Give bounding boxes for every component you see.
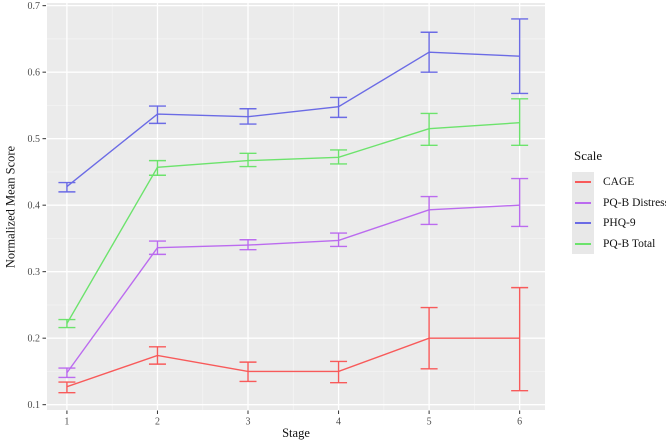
y-axis-title: Normalized Mean Score bbox=[3, 145, 18, 269]
legend-item: PHQ-9 bbox=[572, 213, 666, 234]
legend-item-label: PQ-B Total bbox=[603, 237, 656, 250]
legend: Scale CAGE PQ-B Distress PHQ-9 PQ-B Total bbox=[572, 148, 666, 254]
y-tick-label: 0.3 bbox=[28, 267, 41, 278]
series-line-pq-b-total bbox=[66, 122, 520, 324]
legend-key-swatch bbox=[572, 192, 594, 213]
series-line-phq-9 bbox=[66, 51, 520, 188]
legend-key-line bbox=[575, 201, 591, 204]
y-tick-label: 0.1 bbox=[28, 400, 41, 411]
plot-panel bbox=[47, 3, 545, 410]
legend-key-line bbox=[575, 181, 591, 184]
legend-key-line bbox=[575, 242, 591, 245]
x-axis-title: Stage bbox=[282, 426, 310, 440]
y-tick-label: 0.5 bbox=[28, 134, 41, 145]
x-tick-label: 3 bbox=[246, 417, 251, 428]
series-line-cage bbox=[66, 337, 520, 388]
x-tick-label: 5 bbox=[427, 417, 432, 428]
legend-key-line bbox=[575, 222, 591, 225]
legend-item: CAGE bbox=[572, 172, 666, 193]
y-tick-label: 0.2 bbox=[28, 334, 41, 345]
legend-title: Scale bbox=[574, 148, 603, 163]
y-tick-label: 0.6 bbox=[28, 68, 41, 79]
legend-key-swatch bbox=[572, 213, 594, 234]
legend-item: PQ-B Distress bbox=[572, 192, 666, 213]
legend-item: PQ-B Total bbox=[572, 233, 666, 254]
legend-key-swatch bbox=[572, 233, 594, 254]
x-tick-label: 2 bbox=[155, 417, 160, 428]
legend-items: CAGE PQ-B Distress PHQ-9 PQ-B Total bbox=[572, 172, 666, 254]
legend-item-label: CAGE bbox=[603, 176, 635, 189]
y-tick-label: 0.4 bbox=[28, 201, 41, 212]
legend-item-label: PHQ-9 bbox=[603, 217, 636, 230]
legend-item-label: PQ-B Distress bbox=[603, 196, 666, 209]
y-tick-label: 0.7 bbox=[28, 1, 41, 12]
x-tick-label: 1 bbox=[64, 417, 69, 428]
x-tick-label: 4 bbox=[336, 417, 341, 428]
legend-key-swatch bbox=[572, 172, 594, 193]
series-line-pq-b-distress bbox=[66, 204, 520, 374]
x-tick-label: 6 bbox=[517, 417, 522, 428]
